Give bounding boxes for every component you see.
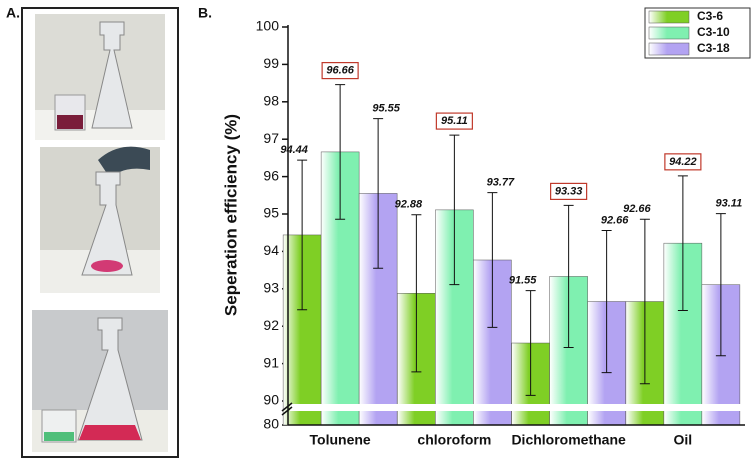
error-bar (449, 134, 460, 286)
axis-break-mark (281, 402, 293, 416)
value-label: 92.88 (395, 199, 423, 211)
y-tick-label: 93 (263, 280, 279, 296)
value-label: 94.22 (669, 156, 697, 168)
y-tick-label: 97 (263, 130, 279, 146)
x-tick-label: chloroform (417, 432, 491, 448)
x-tick-label: Oil (674, 432, 693, 448)
value-label: 95.55 (372, 103, 400, 115)
value-label: 91.55 (509, 275, 537, 287)
y-tick-label: 90 (263, 392, 279, 408)
value-label: 93.33 (555, 185, 583, 197)
value-label-box (550, 182, 588, 200)
error-bar (639, 218, 650, 385)
value-label: 92.66 (623, 203, 651, 215)
y-tick-label: 94 (263, 242, 279, 258)
value-label: 93.11 (716, 198, 743, 210)
value-label: 93.77 (487, 177, 515, 189)
error-bar (677, 175, 688, 311)
y-tick-label: 96 (263, 167, 279, 183)
legend-label: C3-10 (697, 25, 730, 39)
value-label-box (664, 153, 702, 171)
legend-label: C3-18 (697, 41, 730, 55)
value-label: 92.66 (601, 214, 629, 226)
value-label-box (435, 112, 473, 130)
y-tick-label: 92 (263, 317, 279, 333)
error-bar (335, 84, 346, 220)
x-tick-label: Tolunene (310, 432, 371, 448)
y-tick-label: 99 (263, 55, 279, 71)
y-axis-label: Seperation efficiency (%) (221, 114, 240, 316)
error-bar (297, 159, 308, 311)
error-bar (373, 118, 384, 269)
legend-label: C3-6 (697, 9, 723, 23)
y-tick-label: 95 (263, 205, 279, 221)
error-bar (411, 214, 422, 373)
y-tick-label: 98 (263, 93, 279, 109)
panel-label: A. (6, 5, 20, 21)
y-tick-label: 100 (256, 18, 280, 34)
photo-panel (21, 7, 179, 458)
panel-label: B. (198, 5, 212, 21)
error-bar (487, 192, 498, 328)
axis-break (290, 404, 747, 411)
y-tick-label: 80 (263, 416, 279, 432)
value-label: 96.66 (326, 65, 354, 77)
value-label: 94.44 (280, 144, 308, 156)
value-label: 95.11 (441, 115, 468, 127)
x-tick-label: Dichloromethane (511, 432, 626, 448)
legend-swatch (648, 42, 690, 56)
value-label-box (321, 61, 359, 80)
plot: 80 90 91 92 93 94 95 96 97 98 99 100 Tolunene 94.44 96… (256, 7, 751, 448)
error-bar (563, 204, 574, 349)
y-tick-label: 91 (263, 354, 279, 370)
error-bar (601, 229, 612, 374)
legend-swatch (648, 26, 690, 40)
error-bar (715, 213, 726, 357)
error-bar (525, 290, 536, 396)
legend-swatch (648, 10, 690, 24)
